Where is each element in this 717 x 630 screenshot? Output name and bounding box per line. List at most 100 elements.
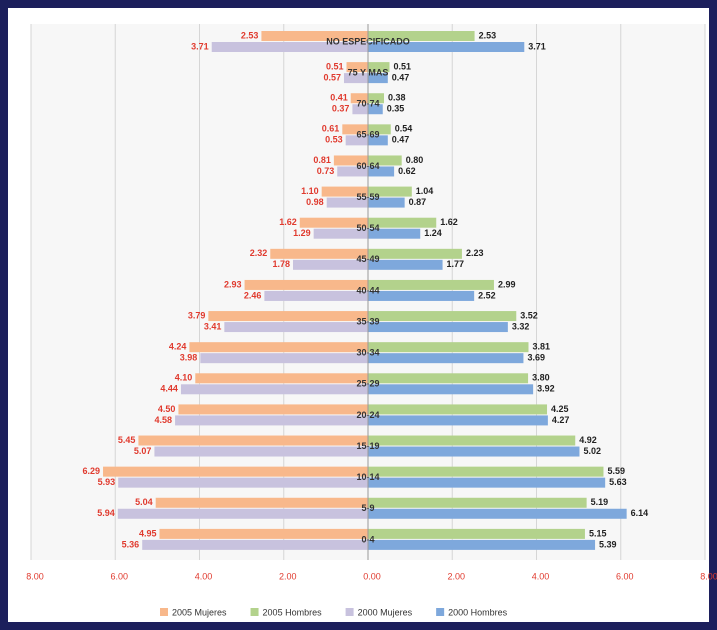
data-label: 4.50 xyxy=(158,404,176,414)
bar xyxy=(368,279,494,290)
bar xyxy=(368,42,525,52)
data-label: 5.04 xyxy=(135,497,153,507)
bar xyxy=(208,311,368,322)
bar xyxy=(345,135,368,146)
bar xyxy=(368,62,390,73)
bar xyxy=(368,73,388,84)
bar xyxy=(368,373,529,384)
data-label: 1.62 xyxy=(279,217,297,227)
bar xyxy=(368,477,606,488)
bar xyxy=(368,497,587,508)
data-label: 5.63 xyxy=(609,477,627,487)
bar xyxy=(368,539,596,550)
legend-swatch xyxy=(160,608,168,616)
legend-swatch xyxy=(250,608,259,616)
x-tick-label: 2.00 xyxy=(279,571,297,581)
data-label: 3.92 xyxy=(537,384,555,394)
data-label: 5.15 xyxy=(589,528,607,538)
bar xyxy=(155,497,368,508)
data-label: 1.04 xyxy=(416,186,434,196)
data-label: 2.93 xyxy=(224,279,242,289)
bar xyxy=(264,290,368,301)
bar xyxy=(321,186,368,197)
data-label: 0.73 xyxy=(317,166,335,176)
data-label: 3.69 xyxy=(527,353,545,363)
bar xyxy=(368,228,421,239)
bar xyxy=(189,342,368,353)
bar xyxy=(175,415,368,426)
bar xyxy=(368,435,576,446)
data-label: 3.80 xyxy=(532,373,550,383)
x-tick-label: 2.00 xyxy=(447,571,465,581)
data-label: 5.45 xyxy=(118,435,136,445)
data-label: 3.71 xyxy=(528,41,546,51)
bar xyxy=(224,322,368,333)
data-label: 0.54 xyxy=(395,124,413,134)
data-label: 5.07 xyxy=(134,446,152,456)
data-label: 2.52 xyxy=(478,290,496,300)
data-label: 2.99 xyxy=(498,279,516,289)
data-label: 6.29 xyxy=(83,466,101,476)
bar xyxy=(293,259,368,270)
data-label: 6.14 xyxy=(631,508,649,518)
bar xyxy=(368,197,405,208)
bar xyxy=(368,290,475,301)
x-tick-label: 8.00 xyxy=(26,571,44,581)
data-label: 2.53 xyxy=(241,30,259,40)
bar xyxy=(368,135,388,146)
bar xyxy=(368,415,548,426)
bar xyxy=(368,508,627,519)
x-tick-label: 8.00 xyxy=(700,571,717,581)
data-label: 2.32 xyxy=(250,248,268,258)
bar xyxy=(142,539,368,550)
legend-swatch xyxy=(345,608,354,616)
data-label: 3.32 xyxy=(512,321,530,331)
bar xyxy=(368,155,402,166)
bar xyxy=(180,384,368,395)
bar xyxy=(103,466,368,477)
bar xyxy=(368,124,391,135)
data-label: 0.38 xyxy=(388,93,406,103)
bar xyxy=(368,353,524,364)
bar xyxy=(313,228,368,239)
bar xyxy=(368,446,580,457)
data-label: 0.37 xyxy=(332,104,350,114)
bar xyxy=(178,404,368,415)
bar xyxy=(368,311,517,322)
data-label: 1.78 xyxy=(272,259,290,269)
bar xyxy=(346,62,368,73)
data-label: 0.53 xyxy=(325,135,343,145)
data-label: 4.92 xyxy=(579,435,597,445)
data-label: 0.35 xyxy=(387,104,405,114)
bar xyxy=(350,93,368,104)
data-label: 3.81 xyxy=(532,342,550,352)
data-label: 0.98 xyxy=(306,197,324,207)
x-tick-label: 4.00 xyxy=(532,571,550,581)
bar xyxy=(343,73,368,84)
data-label: 3.71 xyxy=(191,41,209,51)
bar xyxy=(368,166,395,177)
legend-label: 2005 Hombres xyxy=(263,607,323,617)
data-label: 4.44 xyxy=(160,384,178,394)
data-label: 1.10 xyxy=(301,186,319,196)
data-label: 0.51 xyxy=(393,61,411,71)
bar xyxy=(154,446,368,457)
data-label: 0.41 xyxy=(330,93,348,103)
data-label: 5.02 xyxy=(583,446,601,456)
bar xyxy=(200,353,368,364)
data-label: 1.24 xyxy=(424,228,442,238)
data-label: 2.46 xyxy=(244,290,262,300)
bar xyxy=(368,384,534,395)
data-label: 3.79 xyxy=(188,310,206,320)
data-label: 3.98 xyxy=(180,353,198,363)
bar xyxy=(368,31,475,41)
data-label: 0.51 xyxy=(326,61,344,71)
data-label: 5.36 xyxy=(122,539,140,549)
bar xyxy=(368,104,383,115)
bar xyxy=(368,528,585,539)
x-tick-label: 4.00 xyxy=(195,571,213,581)
data-label: 0.62 xyxy=(398,166,416,176)
bar xyxy=(244,279,368,290)
bar xyxy=(368,93,385,104)
data-label: 4.95 xyxy=(139,528,157,538)
